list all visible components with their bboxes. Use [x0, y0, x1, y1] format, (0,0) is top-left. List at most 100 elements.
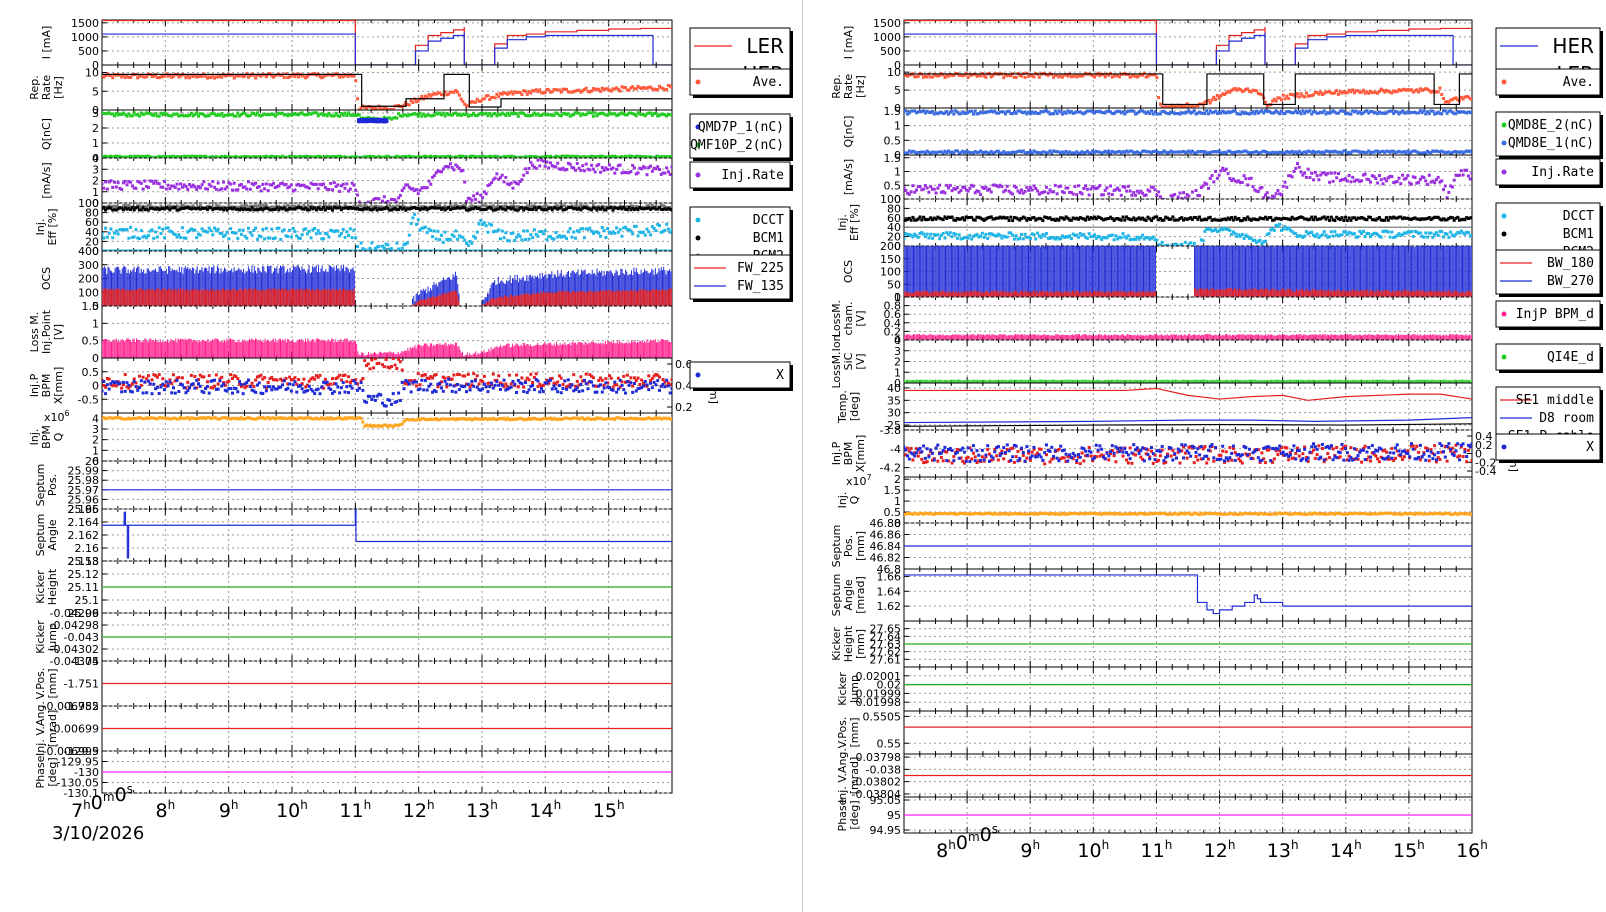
- data-point: [624, 207, 628, 211]
- data-point: [188, 155, 192, 158]
- data-point: [656, 207, 660, 211]
- data-point: [641, 207, 645, 211]
- data-point: [159, 232, 163, 236]
- data-point: [230, 207, 234, 211]
- data-point: [284, 182, 288, 186]
- data-point: [311, 376, 315, 380]
- data-point: [189, 185, 193, 189]
- y-tick-label: 1500: [71, 17, 99, 30]
- data-point: [350, 206, 354, 210]
- data-point: [452, 204, 456, 208]
- data-point: [359, 204, 363, 208]
- data-point: [222, 114, 226, 118]
- data-point: [248, 204, 252, 208]
- data-point: [356, 156, 360, 158]
- data-point: [666, 227, 670, 231]
- data-point: [236, 188, 240, 192]
- data-point: [282, 113, 286, 117]
- data-point: [423, 154, 427, 158]
- data-point: [615, 155, 619, 158]
- data-point: [413, 212, 417, 216]
- data-point: [222, 205, 226, 209]
- data-point: [146, 374, 150, 378]
- data-point: [218, 113, 222, 117]
- data-point: [448, 162, 452, 166]
- data-point: [438, 155, 442, 158]
- data-point: [279, 182, 283, 186]
- data-point: [204, 114, 208, 118]
- data-point: [615, 206, 619, 210]
- data-point: [488, 206, 492, 210]
- data-point: [461, 154, 465, 158]
- data-point: [207, 182, 211, 186]
- data-point: [373, 206, 377, 210]
- data-point: [239, 73, 243, 77]
- data-point: [146, 203, 150, 207]
- data-point: [193, 207, 197, 211]
- data-point: [398, 193, 402, 197]
- data-point: [541, 155, 545, 158]
- data-point: [588, 207, 592, 211]
- data-point: [213, 384, 217, 388]
- data-point: [155, 206, 159, 210]
- data-point: [597, 112, 601, 116]
- data-point: [232, 206, 236, 210]
- data-point: [316, 187, 320, 191]
- data-point: [211, 206, 215, 210]
- data-point: [116, 380, 120, 384]
- data-point: [429, 154, 433, 158]
- data-point: [213, 76, 217, 80]
- legend-label: QMF10P_2(nC): [690, 138, 784, 153]
- data-point: [409, 379, 413, 383]
- data-point: [556, 235, 560, 239]
- data-point: [182, 206, 186, 210]
- data-point: [263, 376, 267, 380]
- data-point: [586, 111, 590, 115]
- data-point: [266, 113, 270, 117]
- data-point: [504, 382, 508, 386]
- y-axis-label: [Hz]: [52, 76, 65, 99]
- data-point: [491, 95, 495, 99]
- data-point: [284, 113, 288, 117]
- data-point: [668, 113, 672, 117]
- data-point: [325, 154, 329, 158]
- data-point: [459, 97, 463, 101]
- data-point: [516, 182, 520, 186]
- data-point: [509, 231, 513, 235]
- data-point: [171, 232, 175, 236]
- data-point: [540, 113, 544, 117]
- data-point: [416, 218, 420, 222]
- data-point: [557, 167, 561, 171]
- data-point: [261, 203, 265, 207]
- data-point: [661, 155, 665, 158]
- data-point: [207, 226, 211, 230]
- data-point: [531, 208, 535, 212]
- data-point: [168, 229, 172, 233]
- data-point: [245, 208, 249, 212]
- data-point: [579, 168, 583, 172]
- data-point: [629, 154, 633, 158]
- data-point: [452, 168, 456, 172]
- data-point: [611, 205, 615, 209]
- data-point: [157, 76, 161, 80]
- data-point: [645, 206, 649, 210]
- data-point: [561, 154, 565, 158]
- data-point: [502, 180, 506, 184]
- data-point: [364, 364, 368, 368]
- data-point: [109, 73, 113, 77]
- data-point: [329, 382, 333, 386]
- data-point: [548, 154, 552, 158]
- data-point: [493, 96, 497, 100]
- data-point: [502, 207, 506, 211]
- y-tick-label: 0: [92, 104, 99, 117]
- y-axis-label: BPM: [40, 374, 53, 398]
- data-point: [116, 232, 120, 236]
- data-point: [547, 155, 551, 158]
- data-point: [205, 230, 209, 234]
- data-point: [314, 208, 318, 212]
- data-point: [425, 376, 429, 380]
- data-point: [431, 376, 435, 380]
- data-point: [214, 229, 218, 233]
